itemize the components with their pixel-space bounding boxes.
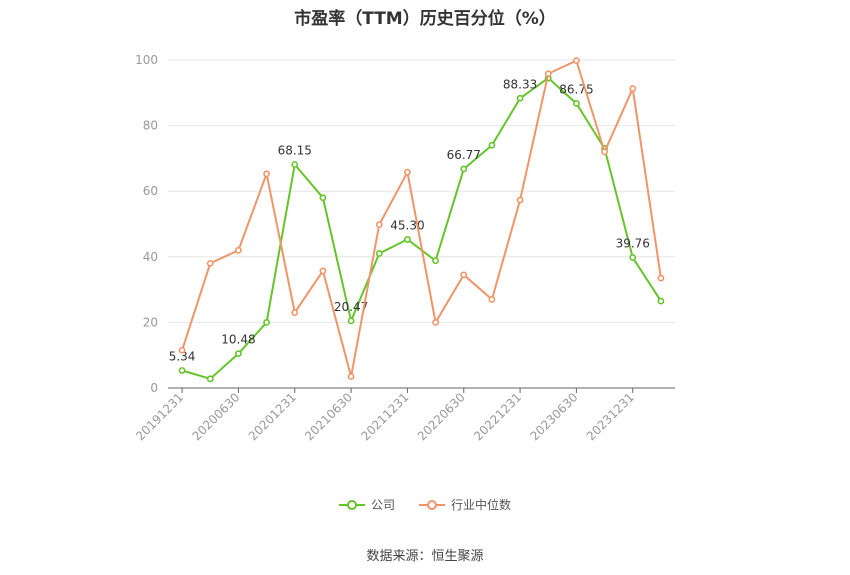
data-point[interactable] <box>319 194 327 202</box>
chart-title: 市盈率（TTM）历史百分位（%） <box>294 9 556 29</box>
x-tick-label: 20231231 <box>584 390 637 443</box>
data-point[interactable] <box>291 309 299 316</box>
data-point[interactable] <box>375 221 383 229</box>
data-point[interactable] <box>263 170 270 178</box>
data-label: 66.77 <box>447 148 481 162</box>
data-point[interactable] <box>544 70 552 78</box>
data-point[interactable] <box>516 94 524 102</box>
series-line <box>181 59 662 377</box>
x-tick-label: 20211231 <box>358 390 411 443</box>
data-point[interactable] <box>235 246 242 254</box>
legend-swatch-company <box>338 499 365 510</box>
legend-item-company[interactable]: 公司 <box>338 496 395 513</box>
data-point[interactable] <box>178 346 186 354</box>
y-tick-label: 100 <box>135 53 158 67</box>
data-label: 10.48 <box>221 333 255 347</box>
legend-label-industry: 行业中位数 <box>451 498 512 512</box>
legend-swatch-industry <box>419 499 445 510</box>
series-industry <box>178 57 665 380</box>
data-point[interactable] <box>657 274 665 282</box>
y-axis: 0 20 40 60 80 100 <box>135 53 158 395</box>
data-label: 68.15 <box>278 143 312 157</box>
x-tick-label: 20200630 <box>189 390 242 443</box>
data-point[interactable] <box>657 297 665 305</box>
data-label: 39.76 <box>616 237 650 251</box>
y-tick-label: 20 <box>143 315 158 329</box>
data-label: 20.47 <box>334 300 368 314</box>
data-source: 数据来源：恒生聚源 <box>366 549 484 564</box>
data-point[interactable] <box>573 100 580 107</box>
data-point[interactable] <box>488 296 496 303</box>
data-point[interactable] <box>629 254 637 261</box>
data-point[interactable] <box>375 250 383 257</box>
data-point[interactable] <box>235 350 242 358</box>
y-tick-label: 80 <box>143 119 158 133</box>
data-point[interactable] <box>460 165 468 173</box>
data-point[interactable] <box>178 367 186 374</box>
data-point[interactable] <box>291 161 299 168</box>
data-point[interactable] <box>601 148 608 156</box>
data-point[interactable] <box>432 257 439 265</box>
data-point[interactable] <box>347 317 355 325</box>
data-point[interactable] <box>516 196 524 204</box>
data-point[interactable] <box>319 267 327 275</box>
x-axis: 20191231 20200630 20201231 20210630 20211231… <box>133 387 675 443</box>
data-label: 86.75 <box>559 82 593 96</box>
legend-label-company: 公司 <box>370 498 395 512</box>
data-label: 45.30 <box>390 218 424 232</box>
data-point[interactable] <box>404 168 411 176</box>
data-point[interactable] <box>206 259 214 267</box>
data-point[interactable] <box>432 318 439 326</box>
x-tick-label: 20191231 <box>133 390 186 443</box>
data-point[interactable] <box>573 57 580 65</box>
x-tick-label: 20201231 <box>246 390 299 443</box>
data-point[interactable] <box>629 85 637 92</box>
x-tick-label: 20221231 <box>471 390 524 443</box>
data-point[interactable] <box>488 141 496 149</box>
x-tick-label: 20210630 <box>302 390 355 443</box>
legend: 公司 行业中位数 <box>0 496 850 513</box>
x-tick-label: 20220630 <box>415 390 468 443</box>
data-point[interactable] <box>347 373 355 380</box>
data-label: 5.34 <box>169 349 196 363</box>
data-point[interactable] <box>404 236 411 243</box>
data-point[interactable] <box>206 375 214 383</box>
data-label: 88.33 <box>503 77 537 91</box>
legend-item-industry[interactable]: 行业中位数 <box>419 496 511 513</box>
series-group: 5.34 10.48 68.15 20.47 45.30 66.77 88.33 86.75 3… <box>169 57 665 383</box>
y-tick-label: 40 <box>143 250 158 264</box>
x-tick-label: 20230630 <box>527 390 580 443</box>
y-tick-label: 60 <box>143 184 158 198</box>
data-point[interactable] <box>460 271 468 279</box>
series-company: 5.34 10.48 68.15 20.47 45.30 66.77 88.33 86.75 3… <box>169 74 665 383</box>
data-point[interactable] <box>263 318 270 326</box>
grid-lines <box>168 59 675 323</box>
y-tick-label: 0 <box>150 381 158 395</box>
